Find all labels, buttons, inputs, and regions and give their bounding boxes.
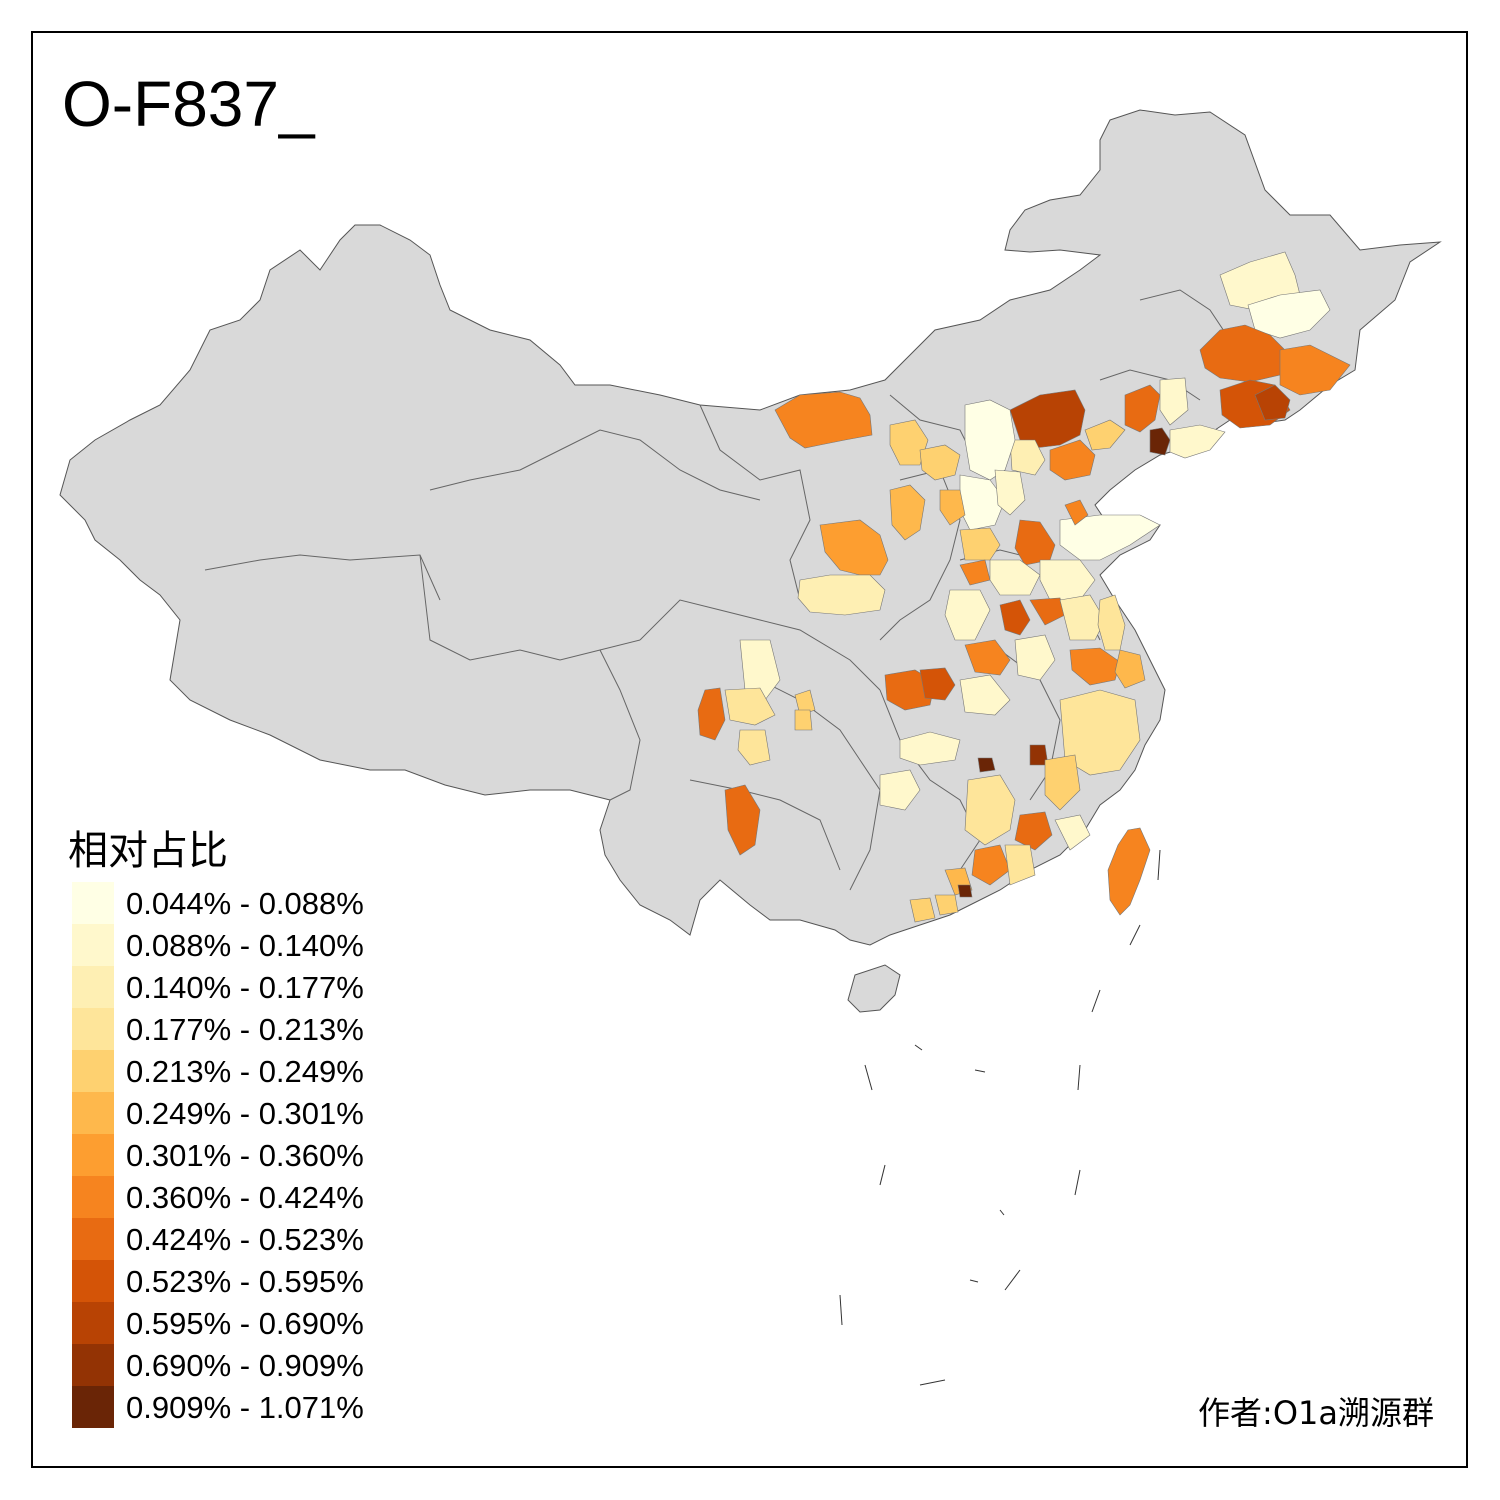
legend-swatch [72, 1050, 114, 1092]
map-title: O-F837_ [62, 68, 315, 140]
legend-label: 0.360% - 0.424% [126, 1180, 364, 1215]
legend-label: 0.523% - 0.595% [126, 1264, 364, 1299]
legend-swatch [72, 1260, 114, 1302]
author-credit: 作者:O1a溯源群 [1198, 1394, 1434, 1432]
legend-swatch [72, 1134, 114, 1176]
hainan-island [847, 964, 901, 1013]
legend-swatch [72, 1176, 114, 1218]
legend-label: 0.044% - 0.088% [126, 886, 364, 921]
legend-label: 0.249% - 0.301% [126, 1096, 364, 1131]
legend-label: 0.213% - 0.249% [126, 1054, 364, 1089]
legend-swatch [72, 1218, 114, 1260]
legend-swatch [72, 882, 114, 924]
legend-swatch [72, 924, 114, 966]
legend-label: 0.177% - 0.213% [126, 1012, 364, 1047]
legend-swatch [72, 1386, 114, 1428]
legend-label: 0.909% - 1.071% [126, 1390, 364, 1425]
legend-label: 0.088% - 0.140% [126, 928, 364, 963]
prefecture-regions [697, 251, 1351, 923]
south-sea-islands [839, 849, 1161, 1386]
legend-swatch [72, 966, 114, 1008]
legend-title: 相对占比 [68, 828, 228, 874]
legend-label: 0.595% - 0.690% [126, 1306, 364, 1341]
legend-swatch [72, 1008, 114, 1050]
legend-label: 0.424% - 0.523% [126, 1222, 364, 1257]
legend-label: 0.690% - 0.909% [126, 1348, 364, 1383]
legend-label: 0.301% - 0.360% [126, 1138, 364, 1173]
legend-swatch [72, 1302, 114, 1344]
legend-label: 0.140% - 0.177% [126, 970, 364, 1005]
legend-swatch [72, 1344, 114, 1386]
legend-swatch [72, 1092, 114, 1134]
